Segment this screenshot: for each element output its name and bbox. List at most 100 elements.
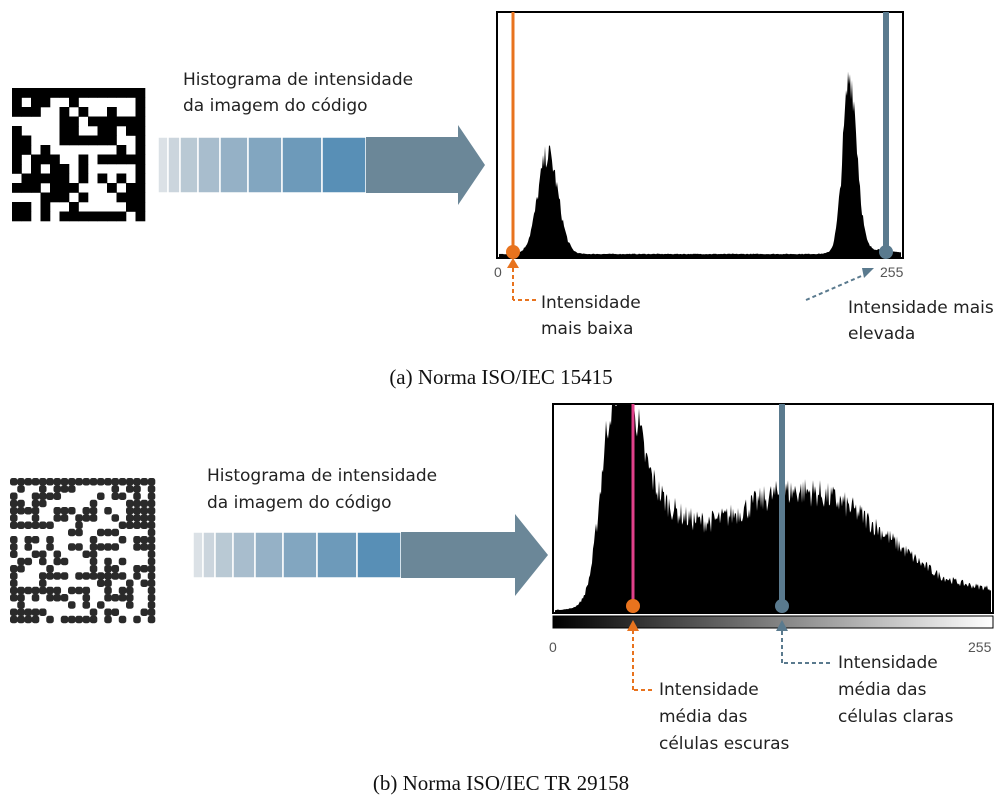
code-cell (148, 616, 156, 624)
code-cell (133, 485, 141, 493)
code-cell (25, 478, 33, 486)
code-cell (22, 136, 32, 146)
code-cell (148, 565, 156, 573)
code-cell (54, 551, 62, 559)
code-cell (22, 183, 32, 193)
code-cell (31, 107, 41, 117)
code-cell (107, 212, 117, 222)
code-cell (141, 536, 149, 544)
code-cell (32, 536, 40, 544)
code-cell (54, 558, 62, 566)
axis-max: 255 (968, 639, 992, 655)
code-cell (97, 580, 105, 588)
code-cell (112, 609, 120, 617)
code-cell (148, 493, 156, 501)
code-cell (107, 136, 117, 146)
code-cell (60, 107, 70, 117)
code-cell (98, 174, 108, 184)
code-cell (136, 212, 146, 222)
code-cell (46, 594, 54, 602)
code-cell (117, 174, 127, 184)
code-cell (104, 572, 112, 580)
code-cell (41, 193, 51, 203)
code-cell (61, 572, 69, 580)
arrow-label: da imagem do código (207, 493, 392, 513)
code-cell (133, 572, 141, 580)
arrow-label: da imagem do código (183, 96, 368, 116)
code-cell (136, 136, 146, 146)
code-cell (75, 543, 83, 551)
code-cell (88, 136, 98, 146)
code-cell (39, 587, 47, 595)
annotation: Intensidade (541, 293, 641, 313)
code-cell (112, 572, 120, 580)
code-cell (79, 212, 89, 222)
code-cell (17, 500, 25, 508)
code-cell (98, 136, 108, 146)
gradient-segment (233, 532, 255, 578)
gradient-segment (203, 532, 215, 578)
dark-dot (626, 599, 640, 613)
code-cell (117, 88, 127, 98)
code-cell (148, 536, 156, 544)
code-cell (117, 212, 127, 222)
leader (782, 630, 830, 663)
annotation: média das (659, 707, 748, 727)
code-cell (141, 500, 149, 508)
code-cell (97, 478, 105, 486)
code-cell (148, 572, 156, 580)
code-cell (119, 594, 127, 602)
annotation: média das (838, 680, 927, 700)
code-cell (17, 609, 25, 617)
code-cell (75, 522, 83, 530)
code-cell (10, 478, 18, 486)
code-cell (79, 164, 89, 174)
code-cell (119, 536, 127, 544)
code-cell (79, 193, 89, 203)
code-cell (104, 616, 112, 624)
code-cell (10, 609, 18, 617)
code-cell (141, 565, 149, 573)
code-cell (12, 212, 22, 222)
code-cell (148, 587, 156, 595)
code-cell (83, 616, 91, 624)
high-dot (879, 245, 893, 259)
gradient-segment (255, 532, 283, 578)
code-cell (12, 202, 22, 212)
code-cell (90, 500, 98, 508)
code-cell (25, 507, 33, 515)
code-cell (17, 587, 25, 595)
code-cell (46, 565, 54, 573)
code-cell (68, 587, 76, 595)
gradient-segment (193, 532, 203, 578)
code-cell (32, 493, 40, 501)
gradient-segment (180, 137, 198, 193)
code-cell (141, 522, 149, 530)
code-cell (79, 174, 89, 184)
code-cell (126, 485, 134, 493)
code-cell (133, 536, 141, 544)
arrow-label: Histograma de intensidade (207, 466, 437, 486)
code-cell (83, 478, 91, 486)
code-cell (25, 616, 33, 624)
code-cell (112, 543, 120, 551)
code-cell (54, 478, 62, 486)
code-cell (10, 551, 18, 559)
code-cell (148, 609, 156, 617)
code-cell (97, 572, 105, 580)
code-cell (148, 529, 156, 537)
code-cell (75, 572, 83, 580)
code-cell (126, 155, 136, 165)
code-cell (107, 117, 117, 127)
code-cell (90, 565, 98, 573)
code-cell (17, 616, 25, 624)
code-cell (98, 117, 108, 127)
code-cell (133, 478, 141, 486)
code-cell (107, 107, 117, 117)
code-cell (136, 145, 146, 155)
code-cell (104, 507, 112, 515)
code-cell (136, 88, 146, 98)
code-cell (83, 601, 91, 609)
code-cell (112, 594, 120, 602)
gradient-segment (248, 137, 282, 193)
